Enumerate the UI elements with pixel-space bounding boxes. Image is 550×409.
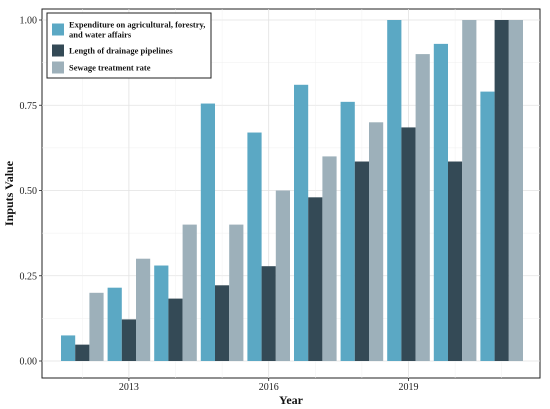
legend-box: [46, 12, 212, 79]
bar-2021-series-1: [480, 91, 495, 362]
bar-2020-series-1: [433, 43, 448, 362]
y-tick-label: 0.75: [20, 101, 38, 112]
bar-2012-series-3: [89, 292, 104, 361]
x-tick-label: 2013: [119, 382, 139, 393]
bar-2021-series-3: [508, 20, 523, 361]
legend-label: Length of drainage pipelines: [69, 46, 173, 56]
bar-2016-series-1: [247, 132, 262, 361]
bar-2019-series-1: [387, 20, 402, 361]
bar-2015-series-1: [200, 103, 215, 362]
bar-2018-series-1: [340, 101, 355, 361]
legend-swatch: [52, 44, 64, 57]
y-tick-label: 0.50: [20, 186, 38, 197]
bar-2015-series-2: [215, 285, 230, 361]
bar-2014-series-2: [168, 298, 183, 361]
bar-2020-series-3: [462, 20, 477, 361]
legend: Expenditure on agricultural, forestry,an…: [46, 12, 212, 79]
y-axis-ticks: 0.00 0.25 0.50 0.75 1.00: [20, 16, 42, 368]
y-axis-title: Inputs Value: [2, 160, 16, 226]
bar-2019-series-2: [401, 127, 416, 361]
x-axis-title: Year: [279, 393, 304, 407]
bar-2017-series-1: [294, 84, 309, 361]
legend-label: Expenditure on agricultural, forestry,: [69, 20, 205, 30]
legend-label: Sewage treatment rate: [69, 63, 151, 73]
legend-label: and water affairs: [69, 30, 132, 40]
bar-2018-series-2: [354, 161, 369, 361]
bar-2014-series-3: [182, 224, 197, 361]
bar-2012-series-2: [75, 344, 90, 361]
bar-2019-series-3: [415, 54, 430, 361]
bar-2020-series-2: [448, 161, 463, 361]
bar-2017-series-2: [308, 197, 323, 361]
y-tick-label: 1.00: [20, 16, 38, 27]
bar-2015-series-3: [229, 224, 244, 361]
bars: [61, 20, 523, 362]
bar-2012-series-1: [61, 335, 76, 361]
x-axis-ticks: 2013 2016 2019: [119, 378, 419, 393]
bar-2013-series-1: [107, 287, 122, 361]
legend-swatch: [52, 23, 64, 36]
bar-2013-series-3: [136, 258, 151, 361]
bar-2018-series-3: [369, 122, 384, 361]
y-tick-label: 0.00: [20, 357, 38, 368]
bar-2017-series-3: [322, 156, 337, 361]
bar-2016-series-3: [275, 190, 290, 361]
bar-2014-series-1: [154, 265, 169, 361]
bar-2016-series-2: [261, 266, 276, 361]
x-tick-label: 2016: [259, 382, 279, 393]
x-tick-label: 2019: [399, 382, 419, 393]
y-tick-label: 0.25: [20, 271, 38, 282]
bar-2013-series-2: [121, 319, 136, 361]
bar-2021-series-2: [494, 20, 509, 361]
legend-swatch: [52, 61, 64, 74]
